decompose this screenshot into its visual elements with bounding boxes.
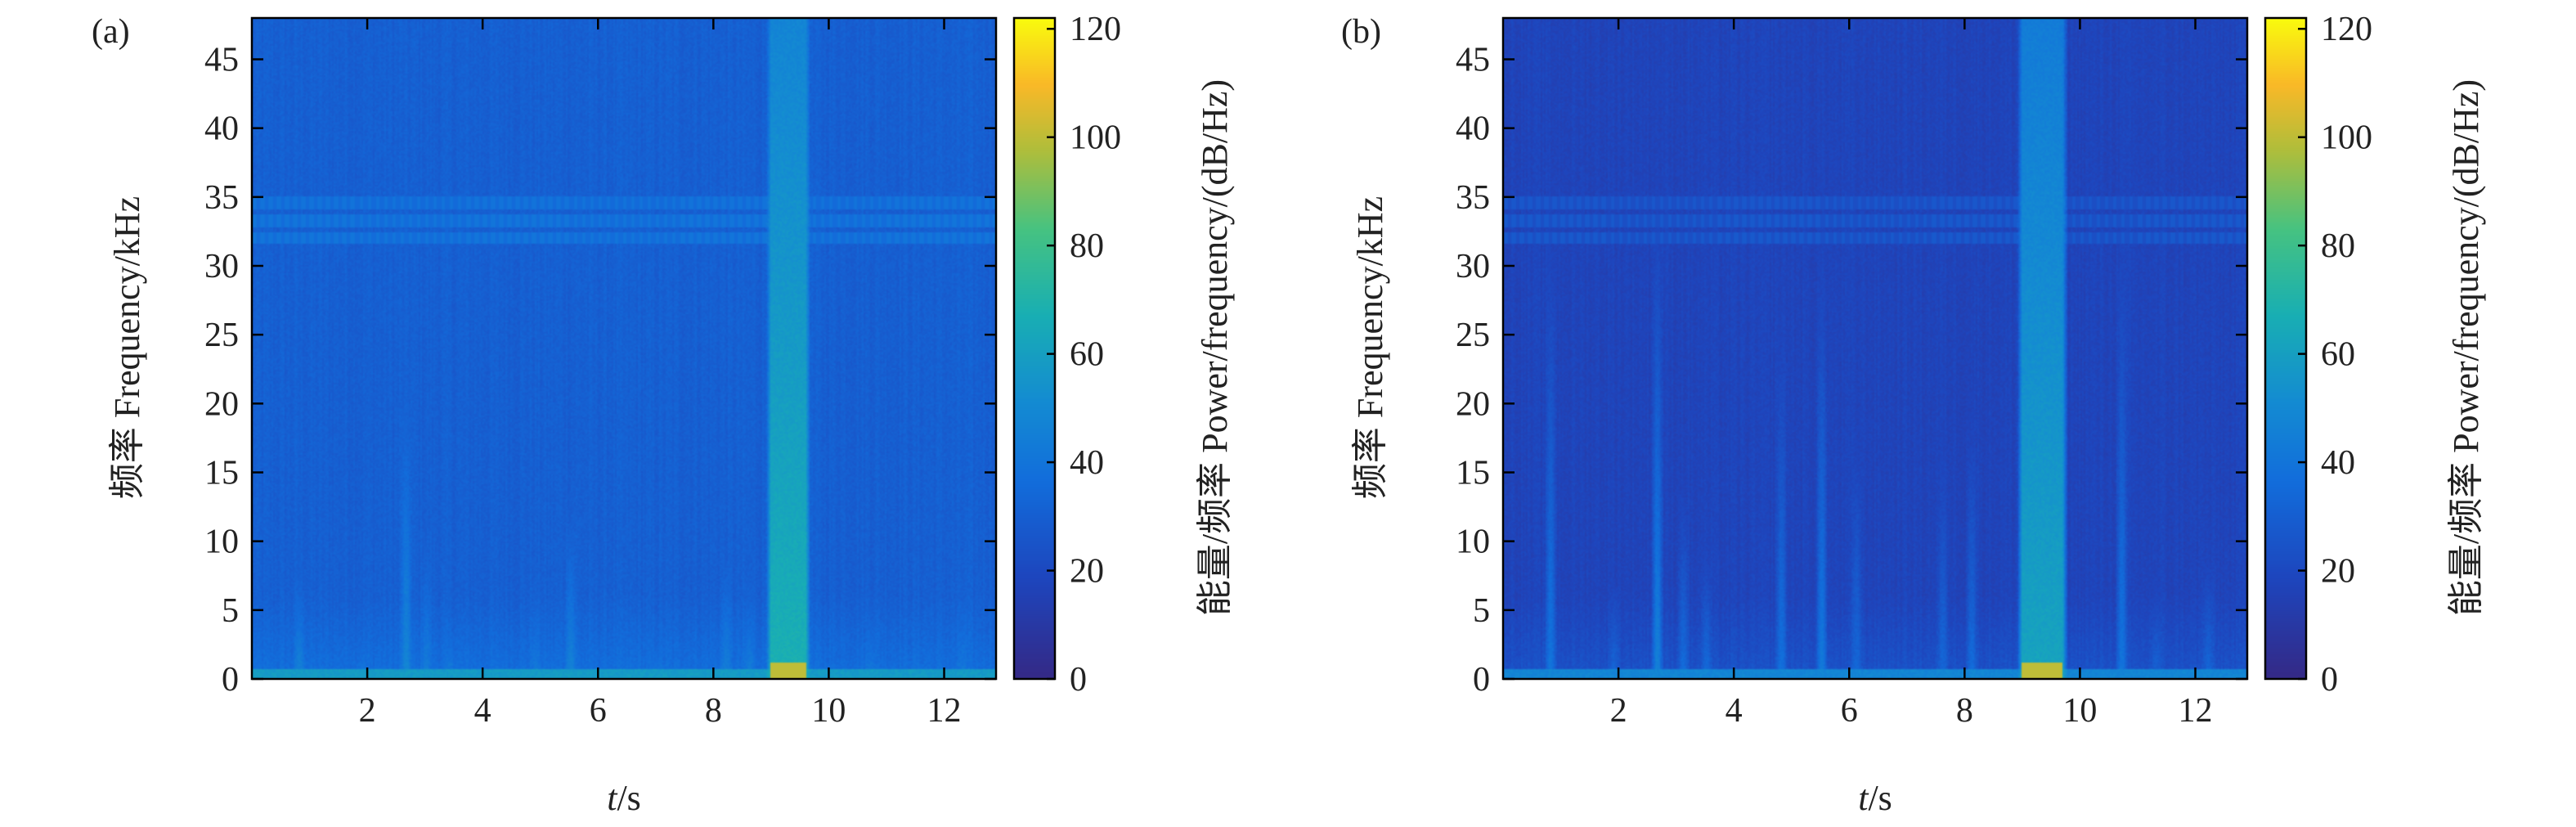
panel-b-ytick-label: 10 (1456, 524, 1490, 561)
panel-a-xtick-label: 2 (359, 692, 376, 730)
panel-a-colorbar-label: 能量/频率 Power/frequency/(dB/Hz) (1195, 79, 1235, 616)
panel-b-colorbar-tick-label: 120 (2321, 11, 2372, 48)
panel-b-colorbar-ticks: 0 20 40 60 80 100 120 (2298, 11, 2372, 699)
panel-b-colorbar-tick-label: 40 (2321, 444, 2355, 482)
panel-b-plot-frame (1501, 16, 2249, 681)
panel-b-ytick-label: 15 (1456, 455, 1490, 492)
panel-b-ytick-label: 30 (1456, 248, 1490, 285)
panel-b-colorbar (2265, 18, 2306, 679)
panel-b-ytick-label: 5 (1473, 592, 1490, 630)
panel-b-colorbar-tick-label: 60 (2321, 336, 2355, 374)
panel-a-ytick-label: 5 (222, 592, 239, 630)
panel-a-xlabel-unit: /s (617, 778, 640, 818)
panel-a-colorbar-tick-label: 80 (1070, 227, 1104, 265)
panel-b-xtick-label: 4 (1726, 692, 1743, 730)
panel-a-xtick-label: 10 (811, 692, 846, 730)
panel-a-ytick-label: 20 (204, 385, 239, 423)
panel-a-colorbar (1014, 18, 1055, 679)
panel-b-label: (b) (1341, 13, 1381, 51)
panel-b-colorbar-frame (2264, 16, 2308, 681)
panel-a-colorbar-tick-label: 20 (1070, 553, 1104, 591)
panel-a-ylabel: 频率 Frequency/kHz (107, 196, 147, 499)
panel-b-xtick-label: 10 (2062, 692, 2097, 730)
panel-a: (a) 频率 Frequency/kHz 2 4 6 8 10 1205101520253… (92, 11, 1235, 818)
panel-a-xtick-label: 12 (927, 692, 962, 730)
panel-b-colorbar-tick-label: 100 (2321, 119, 2372, 157)
panel-a-spectrogram (252, 18, 996, 679)
panel-b-xtick-label: 12 (2179, 692, 2213, 730)
panel-b-ytick-label: 25 (1456, 317, 1490, 354)
panel-b-colorbar-label: 能量/频率 Power/frequency/(dB/Hz) (2446, 79, 2486, 616)
panel-a-plot-frame (250, 16, 998, 681)
panel-b-ytick-label: 35 (1456, 179, 1490, 217)
panel-b-ylabel: 频率 Frequency/kHz (1350, 196, 1390, 499)
panel-b-xtick-label: 6 (1841, 692, 1858, 730)
panel-a-ytick-label: 0 (222, 661, 239, 699)
panel-a-colorbar-ticks: 0 20 40 60 80 100 120 (1047, 11, 1121, 699)
panel-b-xtick-label: 2 (1610, 692, 1627, 730)
panel-a-ytick-label: 25 (204, 317, 239, 354)
panel-a-colorbar-tick-label: 40 (1070, 444, 1104, 482)
panel-b-ytick-label: 0 (1473, 661, 1490, 699)
panel-b-ytick-label: 45 (1456, 42, 1490, 79)
panel-a-ytick-label: 45 (204, 42, 239, 79)
panel-a-colorbar-tick-label: 100 (1070, 119, 1121, 157)
panel-b-xlabel-unit: /s (1868, 778, 1892, 818)
panel-a-ytick-label: 35 (204, 179, 239, 217)
panel-a-colorbar-tick-label: 0 (1070, 661, 1087, 699)
panel-a-colorbar-tick-label: 60 (1070, 336, 1104, 374)
panel-a-label: (a) (92, 13, 130, 51)
panel-b-xlabel-var: t (1858, 778, 1869, 818)
panel-b-colorbar-tick-label: 20 (2321, 553, 2355, 591)
panel-a-ytick-label: 15 (204, 455, 239, 492)
panel-b: (b) 频率 Frequency/kHz 2 4 6 8 10 1205101520253… (1341, 11, 2486, 818)
panel-a-ytick-label: 40 (204, 110, 239, 148)
panel-b-spectrogram (1503, 18, 2247, 679)
panel-a-xlabel: t/s (607, 778, 641, 818)
panel-a-xlabel-var: t (607, 778, 618, 818)
panel-b-ytick-label: 20 (1456, 385, 1490, 423)
panel-b-xtick-label: 8 (1956, 692, 1973, 730)
panel-b-axis-ticks: 2 4 6 8 10 12 0 5 10 15 20 25 30 35 40 45 (1456, 18, 2247, 730)
panel-a-colorbar-frame (1012, 16, 1057, 681)
panel-a-xtick-label: 4 (474, 692, 491, 730)
panel-a-ytick-label: 10 (204, 524, 239, 561)
panel-b-colorbar-tick-label: 80 (2321, 227, 2355, 265)
panel-b-colorbar-tick-label: 0 (2321, 661, 2338, 699)
panel-a-axis-ticks: 2 4 6 8 10 12 0 5 10 15 20 25 30 35 40 45 (204, 18, 996, 730)
panel-b-ytick-label: 40 (1456, 110, 1490, 148)
panel-a-xtick-label: 8 (705, 692, 722, 730)
panel-a-colorbar-tick-label: 120 (1070, 11, 1121, 48)
panel-a-xtick-label: 6 (590, 692, 607, 730)
panel-b-xlabel: t/s (1858, 778, 1892, 818)
panel-a-ytick-label: 30 (204, 248, 239, 285)
